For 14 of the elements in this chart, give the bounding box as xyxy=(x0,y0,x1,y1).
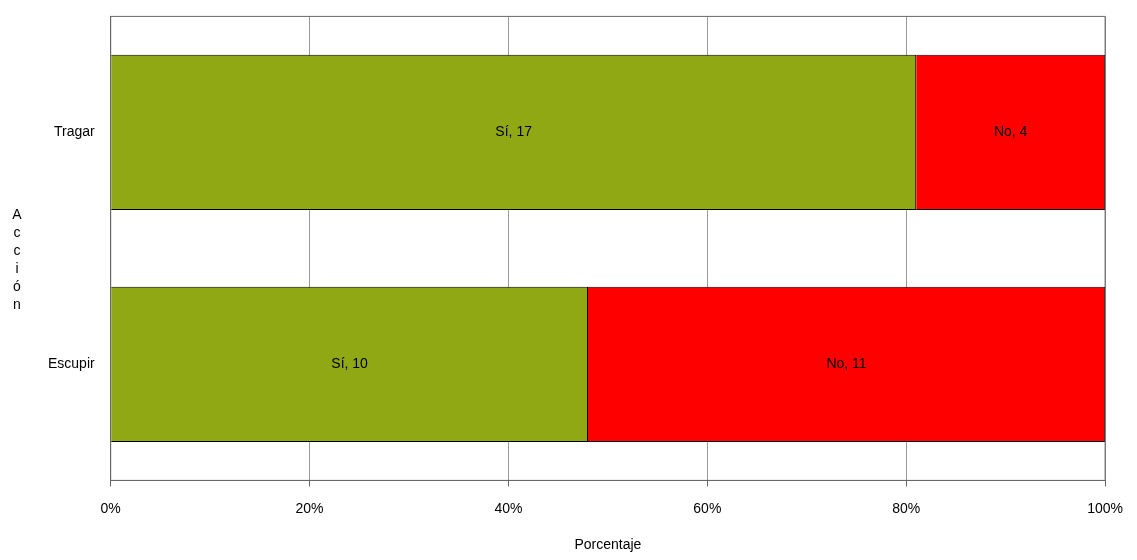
x-axis-title: Porcentaje xyxy=(574,536,642,553)
annotation: No, 4 xyxy=(993,123,1028,140)
x-tick-label: 100% xyxy=(1087,499,1123,516)
annotation: Sí, 17 xyxy=(495,123,533,140)
y-axis-title: Acción xyxy=(11,205,23,313)
x-tick-label: 80% xyxy=(892,499,921,516)
y-tick-label: Escupir xyxy=(48,355,96,372)
x-tick-label: 60% xyxy=(693,499,722,516)
x-tick-label: 40% xyxy=(494,499,523,516)
annotation: Sí, 10 xyxy=(331,355,369,372)
x-tick-label: 20% xyxy=(295,499,324,516)
annotation: No, 11 xyxy=(826,355,867,372)
y-tick-label: Tragar xyxy=(53,123,96,140)
x-tick-label: 0% xyxy=(100,499,121,516)
